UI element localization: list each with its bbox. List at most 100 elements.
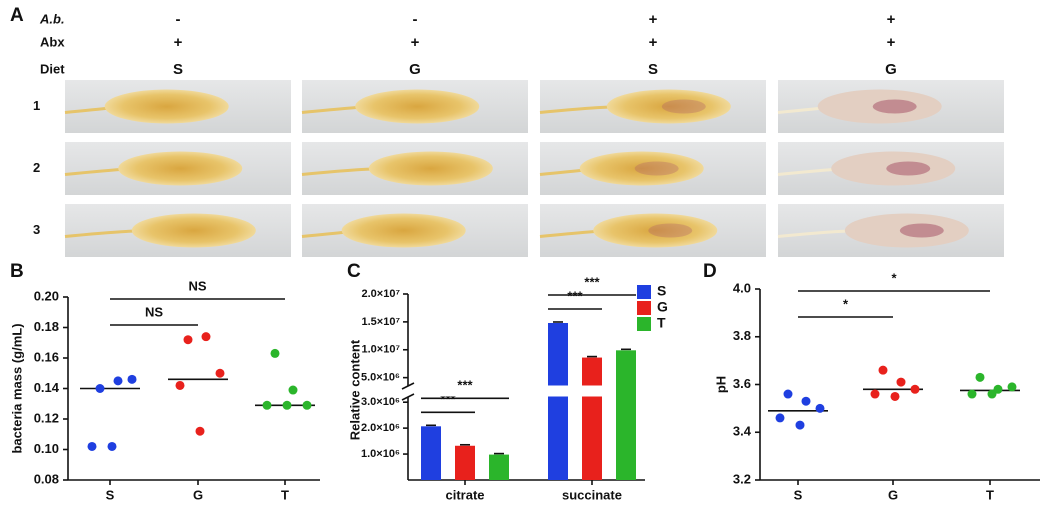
significance-label: *** — [584, 274, 600, 289]
bar — [455, 445, 475, 480]
data-point — [270, 348, 280, 358]
photo-stain — [886, 161, 931, 176]
data-point — [302, 400, 312, 410]
x-tick-label: S — [794, 487, 803, 502]
data-point — [775, 413, 785, 423]
y-tick-label: 0.18 — [34, 319, 59, 334]
data-point — [201, 332, 211, 342]
data-point — [288, 385, 298, 395]
significance-label: NS — [188, 278, 206, 293]
legend-label: S — [657, 283, 666, 299]
y-tick-label: 0.10 — [34, 441, 59, 456]
data-point — [987, 389, 997, 399]
x-tick-label: T — [281, 487, 289, 502]
legend-label: G — [657, 299, 668, 315]
bar — [421, 426, 441, 480]
data-point — [95, 384, 105, 393]
y-tick-label: 5.0×10⁶ — [361, 372, 400, 384]
y-tick-label: 3.0×10⁶ — [361, 396, 400, 408]
x-tick-label: succinate — [562, 487, 622, 502]
data-point — [127, 374, 137, 384]
data-point — [815, 403, 825, 413]
photo-gut — [368, 151, 493, 186]
y-tick-label: 3.2 — [733, 471, 751, 486]
condition-label: + — [887, 11, 896, 28]
legend-swatch — [637, 317, 651, 331]
data-point — [795, 420, 805, 430]
y-tick-label: 4.0 — [733, 280, 751, 295]
bar — [548, 322, 568, 480]
photo-gut — [606, 89, 731, 124]
bar — [616, 350, 636, 480]
photo-stain — [634, 161, 679, 176]
condition-label: + — [174, 34, 183, 51]
y-axis-label: Relative content — [347, 339, 362, 440]
photo-gut — [104, 89, 229, 124]
panel-label: C — [347, 261, 361, 282]
y-tick-label: 3.4 — [733, 424, 752, 439]
panel-label: A — [10, 5, 24, 26]
condition-label: G — [409, 61, 421, 78]
data-point — [975, 372, 985, 382]
photo-gut — [118, 151, 243, 186]
y-axis-label: bacteria mass (g/mL) — [9, 323, 24, 453]
data-point — [1007, 382, 1017, 392]
row-header: A.b. — [39, 11, 65, 26]
axis-break-gap — [409, 385, 616, 397]
photo-gut — [593, 213, 718, 248]
data-point — [215, 368, 225, 378]
legend-swatch — [637, 301, 651, 315]
panel-label: D — [703, 261, 717, 282]
y-tick-label: 1.5×10⁷ — [362, 316, 401, 328]
photo-stain — [872, 99, 917, 114]
y-axis-label: pH — [713, 376, 728, 393]
x-tick-label: S — [106, 487, 115, 502]
y-tick-label: 0.20 — [34, 288, 59, 303]
data-point — [783, 389, 793, 399]
condition-label: + — [887, 34, 896, 51]
x-tick-label: T — [986, 487, 994, 502]
y-tick-label: 0.12 — [34, 410, 59, 425]
row-label: 3 — [33, 222, 40, 237]
y-tick-label: 0.16 — [34, 349, 59, 364]
panel-label: B — [10, 261, 24, 282]
photo-stain — [648, 223, 693, 238]
data-point — [878, 365, 888, 375]
x-tick-label: citrate — [445, 487, 484, 502]
legend-swatch — [637, 285, 651, 299]
data-point — [910, 384, 920, 394]
data-point — [183, 335, 193, 345]
data-point — [801, 396, 811, 406]
condition-label: + — [411, 34, 420, 51]
significance-label: NS — [145, 304, 163, 319]
significance-label: * — [843, 296, 849, 311]
legend-label: T — [657, 315, 666, 331]
y-tick-label: 3.6 — [733, 376, 751, 391]
y-tick-label: 3.8 — [733, 328, 751, 343]
data-point — [896, 377, 906, 387]
condition-label: + — [649, 34, 658, 51]
photo-stain — [661, 99, 706, 114]
row-label: 1 — [33, 98, 40, 113]
condition-label: + — [649, 11, 658, 28]
data-point — [87, 441, 97, 451]
y-tick-label: 2.0×10⁷ — [362, 288, 401, 300]
data-point — [282, 400, 292, 410]
data-point — [262, 400, 272, 410]
y-tick-label: 0.08 — [34, 471, 59, 486]
axis-break-mark — [401, 393, 415, 401]
significance-label: *** — [567, 288, 583, 303]
y-tick-label: 1.0×10⁶ — [361, 448, 400, 460]
condition-label: - — [413, 11, 418, 28]
data-point — [113, 376, 123, 386]
photo-gut — [355, 89, 480, 124]
row-header: Abx — [40, 34, 65, 49]
data-point — [890, 391, 900, 401]
photo-gut — [579, 151, 704, 186]
data-point — [175, 380, 185, 390]
photo-stain — [899, 223, 944, 238]
condition-label: S — [648, 61, 658, 78]
condition-label: - — [176, 11, 181, 28]
